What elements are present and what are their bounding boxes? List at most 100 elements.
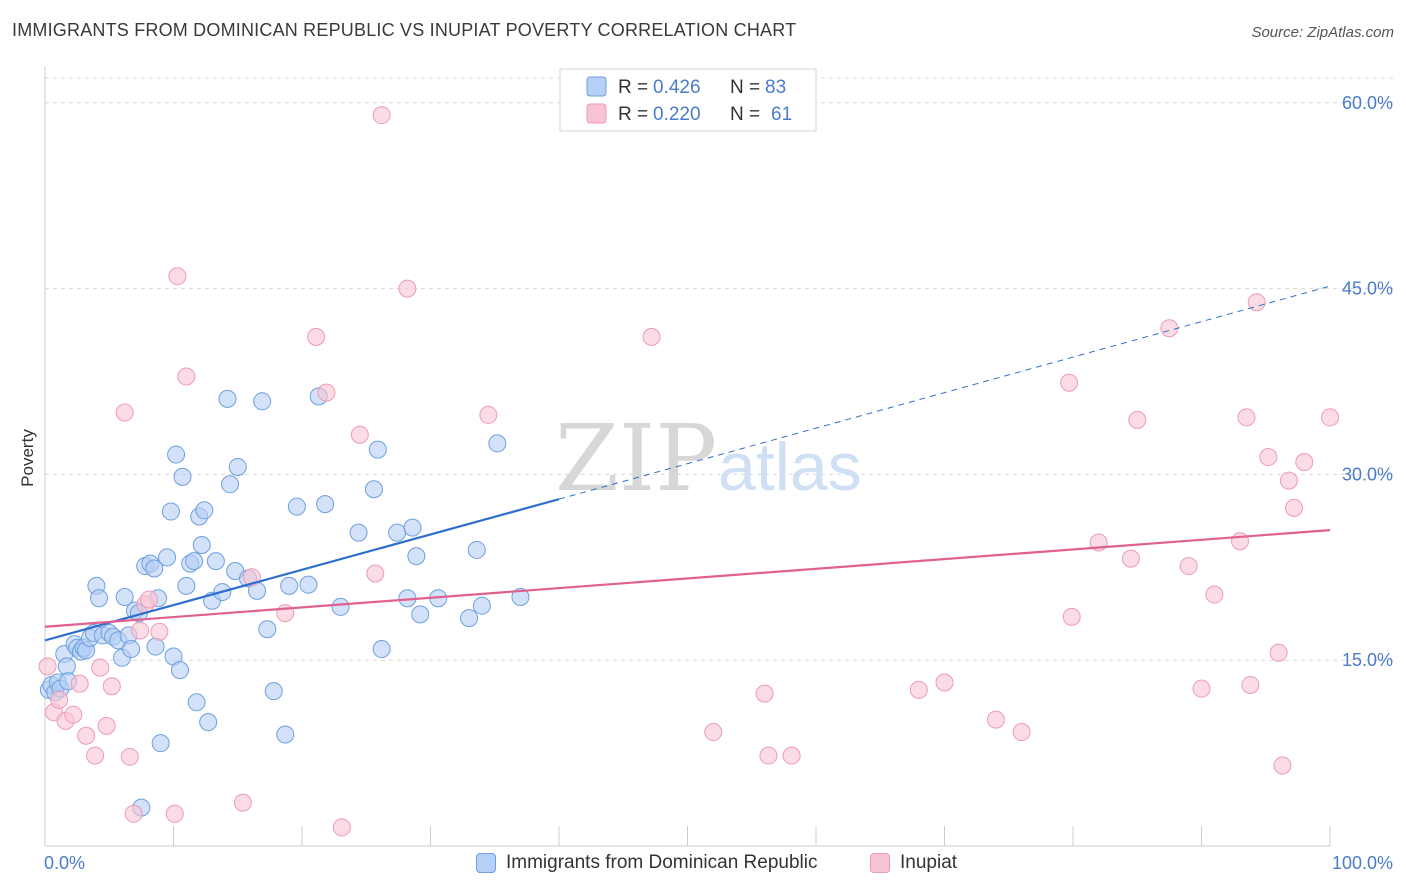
source-label: Source: ZipAtlas.com <box>1251 24 1394 41</box>
series-dominican-points <box>39 387 530 817</box>
data-point-inupiat <box>1128 410 1147 429</box>
data-point-inupiat <box>1060 373 1079 392</box>
data-point-inupiat <box>77 726 96 745</box>
data-point-dominican <box>145 559 164 578</box>
data-point-inupiat <box>50 690 69 709</box>
data-point-inupiat <box>91 658 110 677</box>
data-point-dominican <box>264 682 283 701</box>
data-point-inupiat <box>1273 756 1292 775</box>
data-point-inupiat <box>704 723 723 742</box>
legend-n-value: 61 <box>771 104 792 125</box>
data-point-dominican <box>177 576 196 595</box>
legend-r-label: R = <box>618 77 648 98</box>
axes <box>44 66 1331 847</box>
data-point-inupiat <box>332 818 351 837</box>
legend-item-dominican: Immigrants from Dominican Republic <box>476 852 818 874</box>
legend-swatch-blue <box>476 853 496 873</box>
data-point-inupiat <box>759 746 778 765</box>
chart-title: IMMIGRANTS FROM DOMINICAN REPUBLIC VS IN… <box>12 20 797 40</box>
legend-n-label: N = <box>730 77 760 98</box>
tick-labels: 15.0% 30.0% 45.0% 60.0% 0.0% 100.0% <box>44 93 1393 873</box>
data-point-dominican <box>57 657 76 676</box>
data-point-dominican <box>299 575 318 594</box>
data-point-dominican <box>258 620 277 639</box>
data-point-dominican <box>488 434 507 453</box>
legend-n-label: N = <box>730 104 760 125</box>
y-axis-title: Poverty <box>18 429 37 487</box>
data-point-inupiat <box>1259 448 1278 467</box>
trend-lines <box>44 285 1331 642</box>
data-point-dominican <box>122 640 141 659</box>
legend-label-dominican: Immigrants from Dominican Republic <box>506 852 818 873</box>
data-point-dominican <box>173 467 192 486</box>
data-point-inupiat <box>479 405 498 424</box>
data-point-inupiat <box>86 746 105 765</box>
data-point-inupiat <box>350 425 369 444</box>
data-point-inupiat <box>1179 557 1198 576</box>
data-point-inupiat <box>64 705 83 724</box>
y-tick-label: 30.0% <box>1342 464 1393 484</box>
legend-item-inupiat: Inupiat <box>870 852 957 874</box>
data-point-inupiat <box>782 746 801 765</box>
data-point-dominican <box>161 502 180 521</box>
data-point-inupiat <box>307 327 326 346</box>
data-point-dominican <box>388 523 407 542</box>
data-point-dominican <box>472 596 491 615</box>
data-point-inupiat <box>1192 679 1211 698</box>
data-point-dominican <box>460 609 479 628</box>
data-point-inupiat <box>233 793 252 812</box>
trend-line-inupiat <box>44 529 1331 628</box>
data-point-inupiat <box>909 680 928 699</box>
legend-n-value: 83 <box>765 77 786 98</box>
data-point-dominican <box>218 389 237 408</box>
data-point-inupiat <box>1012 723 1031 742</box>
x-tick-label: 100.0% <box>1332 853 1393 873</box>
data-point-inupiat <box>1269 643 1288 662</box>
data-point-inupiat <box>124 804 143 823</box>
data-point-inupiat <box>642 327 661 346</box>
data-point-inupiat <box>165 804 184 823</box>
data-point-inupiat <box>935 673 954 692</box>
data-point-dominican <box>407 547 426 566</box>
trend-line-dominican-extension <box>558 285 1331 500</box>
data-point-dominican <box>158 548 177 567</box>
data-point-dominican <box>403 518 422 537</box>
data-point-dominican <box>146 637 165 656</box>
legend-r-value: 0.220 <box>653 104 701 125</box>
data-point-inupiat <box>1121 549 1140 568</box>
data-point-dominican <box>89 589 108 608</box>
data-point-inupiat <box>168 267 187 286</box>
data-point-dominican <box>331 597 350 616</box>
data-point-dominican <box>276 725 295 744</box>
data-point-dominican <box>287 497 306 516</box>
x-tick-label: 0.0% <box>44 853 85 873</box>
data-point-dominican <box>349 523 368 542</box>
data-point-dominican <box>364 480 383 499</box>
legend-swatch-blue <box>586 76 607 97</box>
y-tick-label: 45.0% <box>1342 279 1393 299</box>
data-point-dominican <box>221 475 240 494</box>
legend-r-value: 0.426 <box>653 77 701 98</box>
data-point-dominican <box>192 535 211 554</box>
data-point-dominican <box>195 501 214 520</box>
data-point-inupiat <box>115 403 134 422</box>
trend-line-dominican <box>44 498 560 642</box>
data-point-inupiat <box>1237 408 1256 427</box>
data-point-inupiat <box>1295 453 1314 471</box>
data-point-inupiat <box>38 657 57 676</box>
data-point-dominican <box>467 540 486 559</box>
data-point-dominican <box>368 440 387 459</box>
data-point-inupiat <box>140 590 159 609</box>
data-point-inupiat <box>70 674 89 693</box>
data-point-inupiat <box>317 383 336 402</box>
data-point-inupiat <box>372 106 391 125</box>
data-point-inupiat <box>1160 319 1179 338</box>
data-point-inupiat <box>1241 675 1260 694</box>
y-tick-label: 15.0% <box>1342 650 1393 670</box>
data-point-inupiat <box>1231 532 1250 551</box>
data-point-dominican <box>316 495 335 514</box>
series-inupiat-points <box>38 106 1339 837</box>
data-point-dominican <box>253 392 272 411</box>
bottom-legend: Immigrants from Dominican Republic Inupi… <box>0 850 1406 880</box>
